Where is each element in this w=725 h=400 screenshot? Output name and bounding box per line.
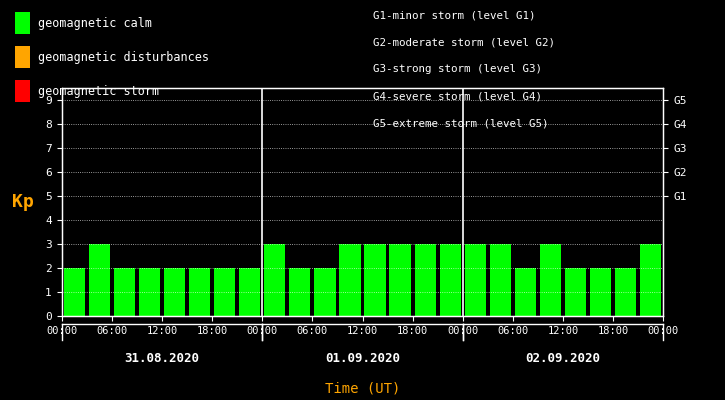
Text: G2-moderate storm (level G2): G2-moderate storm (level G2): [373, 37, 555, 47]
Bar: [264, 244, 286, 316]
Text: geomagnetic calm: geomagnetic calm: [38, 16, 152, 30]
Bar: [88, 244, 110, 316]
Bar: [465, 244, 486, 316]
Text: geomagnetic storm: geomagnetic storm: [38, 84, 159, 98]
Text: geomagnetic disturbances: geomagnetic disturbances: [38, 50, 209, 64]
Bar: [540, 244, 561, 316]
Bar: [64, 268, 85, 316]
Text: G1-minor storm (level G1): G1-minor storm (level G1): [373, 10, 536, 20]
Text: Kp: Kp: [12, 193, 33, 211]
Bar: [214, 268, 235, 316]
Text: 31.08.2020: 31.08.2020: [125, 352, 199, 365]
Bar: [615, 268, 637, 316]
Bar: [138, 268, 160, 316]
Bar: [590, 268, 611, 316]
Bar: [365, 244, 386, 316]
Bar: [189, 268, 210, 316]
Bar: [339, 244, 360, 316]
Text: 01.09.2020: 01.09.2020: [325, 352, 400, 365]
Bar: [164, 268, 185, 316]
Bar: [289, 268, 310, 316]
Bar: [515, 268, 536, 316]
Text: G5-extreme storm (level G5): G5-extreme storm (level G5): [373, 119, 549, 129]
Bar: [114, 268, 135, 316]
Bar: [389, 244, 411, 316]
Text: Time (UT): Time (UT): [325, 382, 400, 396]
Bar: [565, 268, 587, 316]
Bar: [314, 268, 336, 316]
Bar: [239, 268, 260, 316]
Bar: [415, 244, 436, 316]
Bar: [640, 244, 661, 316]
Text: 02.09.2020: 02.09.2020: [526, 352, 600, 365]
Text: G3-strong storm (level G3): G3-strong storm (level G3): [373, 64, 542, 74]
Text: G4-severe storm (level G4): G4-severe storm (level G4): [373, 92, 542, 102]
Bar: [490, 244, 511, 316]
Bar: [439, 244, 461, 316]
